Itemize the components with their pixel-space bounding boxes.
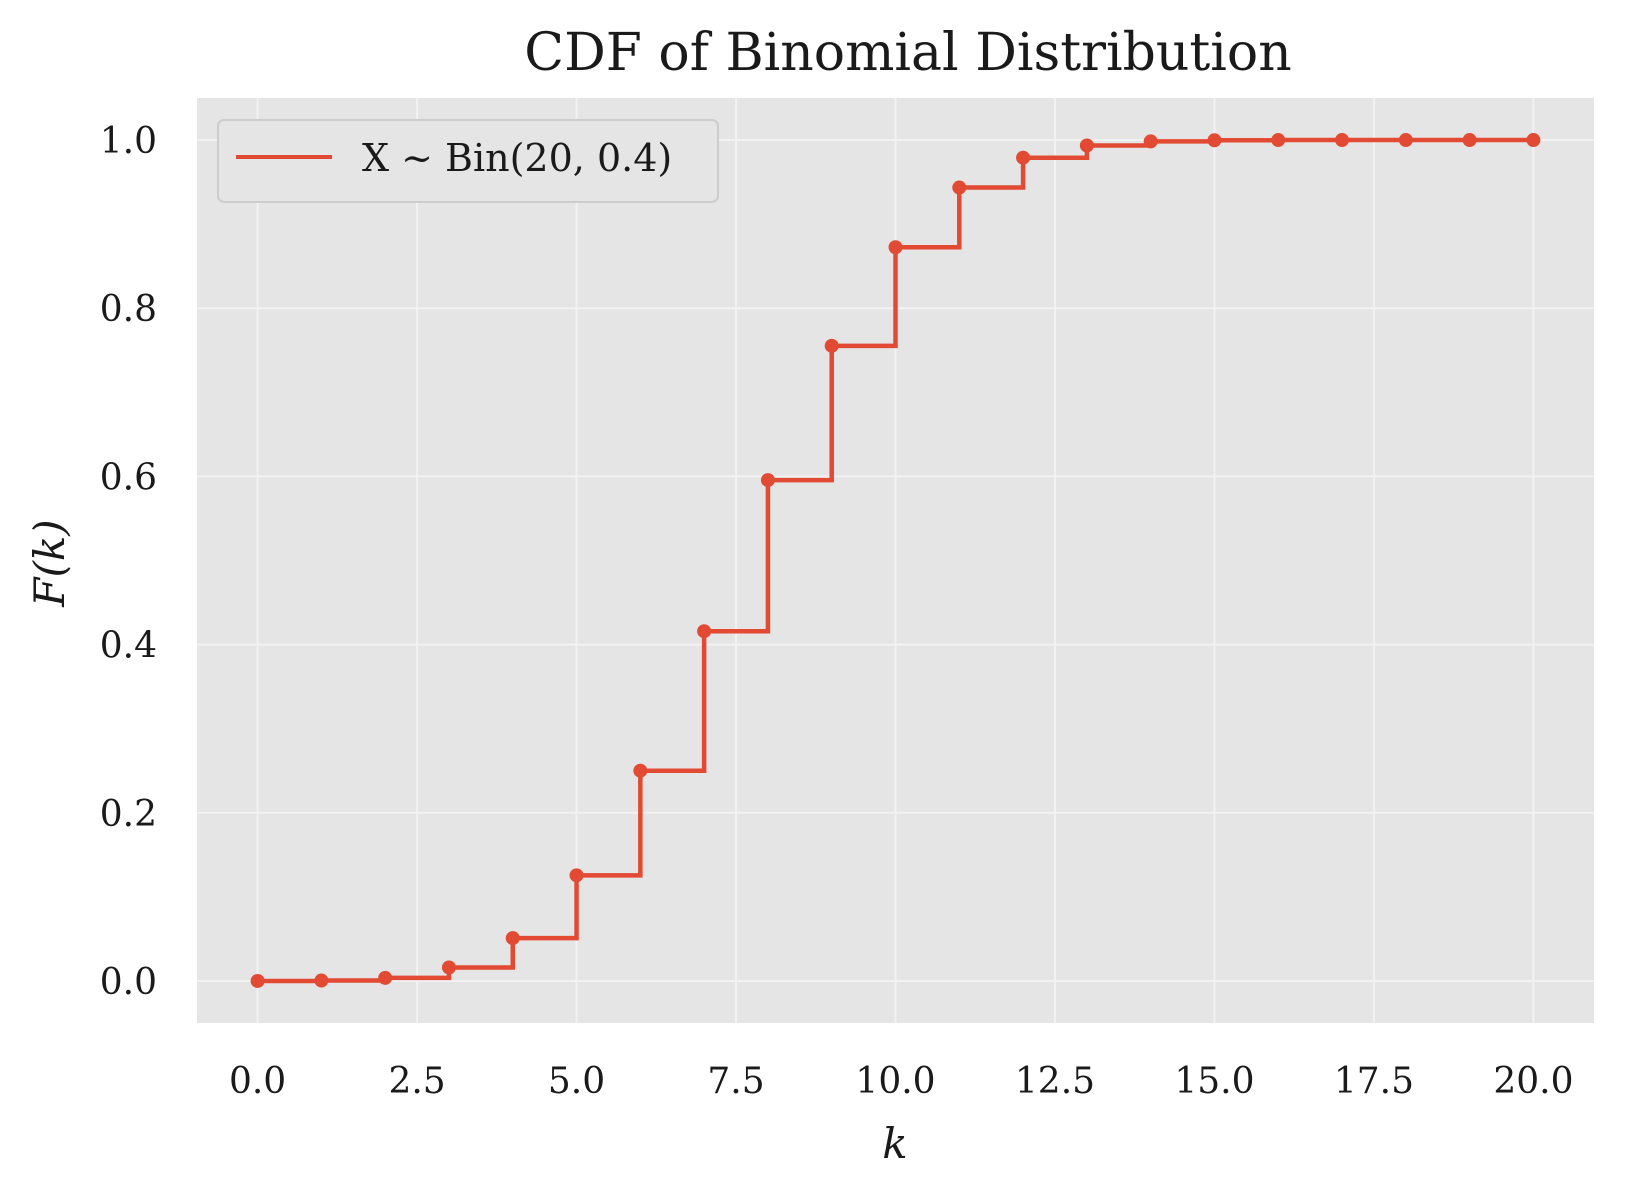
y-tick-label: 0.6 [100, 457, 157, 498]
data-point [633, 763, 648, 778]
y-axis-ticks: 0.0 0.2 0.4 0.6 0.8 1.0 [100, 121, 157, 1003]
x-axis-ticks: 0.0 2.5 5.0 7.5 10.0 12.5 15.0 17.5 20.0 [229, 1061, 1574, 1102]
y-axis-label: F(k) [25, 519, 74, 607]
data-point [824, 338, 839, 353]
data-point [952, 180, 967, 195]
x-tick-label: 12.5 [1015, 1061, 1095, 1102]
data-point [888, 240, 903, 255]
y-tick-label: 0.8 [100, 289, 157, 330]
x-tick-label: 10.0 [855, 1061, 935, 1102]
data-point [1398, 133, 1413, 148]
x-tick-label: 15.0 [1174, 1061, 1254, 1102]
legend-label: X ~ Bin(20, 0.4) [362, 136, 672, 180]
data-point [569, 868, 584, 883]
data-point [1016, 150, 1031, 165]
data-point [441, 960, 456, 975]
x-axis-label: k [882, 1119, 907, 1168]
series-layer [250, 133, 1541, 988]
data-point [1143, 134, 1158, 149]
data-point [1462, 133, 1477, 148]
legend-box [217, 119, 719, 203]
y-tick-label: 0.0 [100, 962, 157, 1003]
data-point [1079, 138, 1094, 153]
y-tick-label: 0.4 [100, 626, 157, 667]
data-point [1526, 133, 1541, 148]
data-point [378, 970, 393, 985]
data-point [1207, 133, 1222, 148]
chart-title: CDF of Binomial Distribution [524, 23, 1291, 83]
x-tick-label: 20.0 [1493, 1061, 1573, 1102]
y-tick-label: 0.2 [100, 794, 157, 835]
data-point [250, 973, 265, 988]
x-tick-label: 5.0 [548, 1061, 605, 1102]
x-tick-label: 0.0 [229, 1061, 286, 1102]
data-point [1271, 133, 1286, 148]
data-point [505, 931, 520, 946]
data-point [314, 973, 329, 988]
data-point [760, 473, 775, 488]
x-tick-label: 2.5 [388, 1061, 445, 1102]
x-tick-label: 17.5 [1334, 1061, 1414, 1102]
data-point [697, 624, 712, 639]
data-point [1335, 133, 1350, 148]
y-tick-label: 1.0 [100, 121, 157, 162]
legend: X ~ Bin(20, 0.4) [217, 119, 719, 203]
x-tick-label: 7.5 [707, 1061, 764, 1102]
